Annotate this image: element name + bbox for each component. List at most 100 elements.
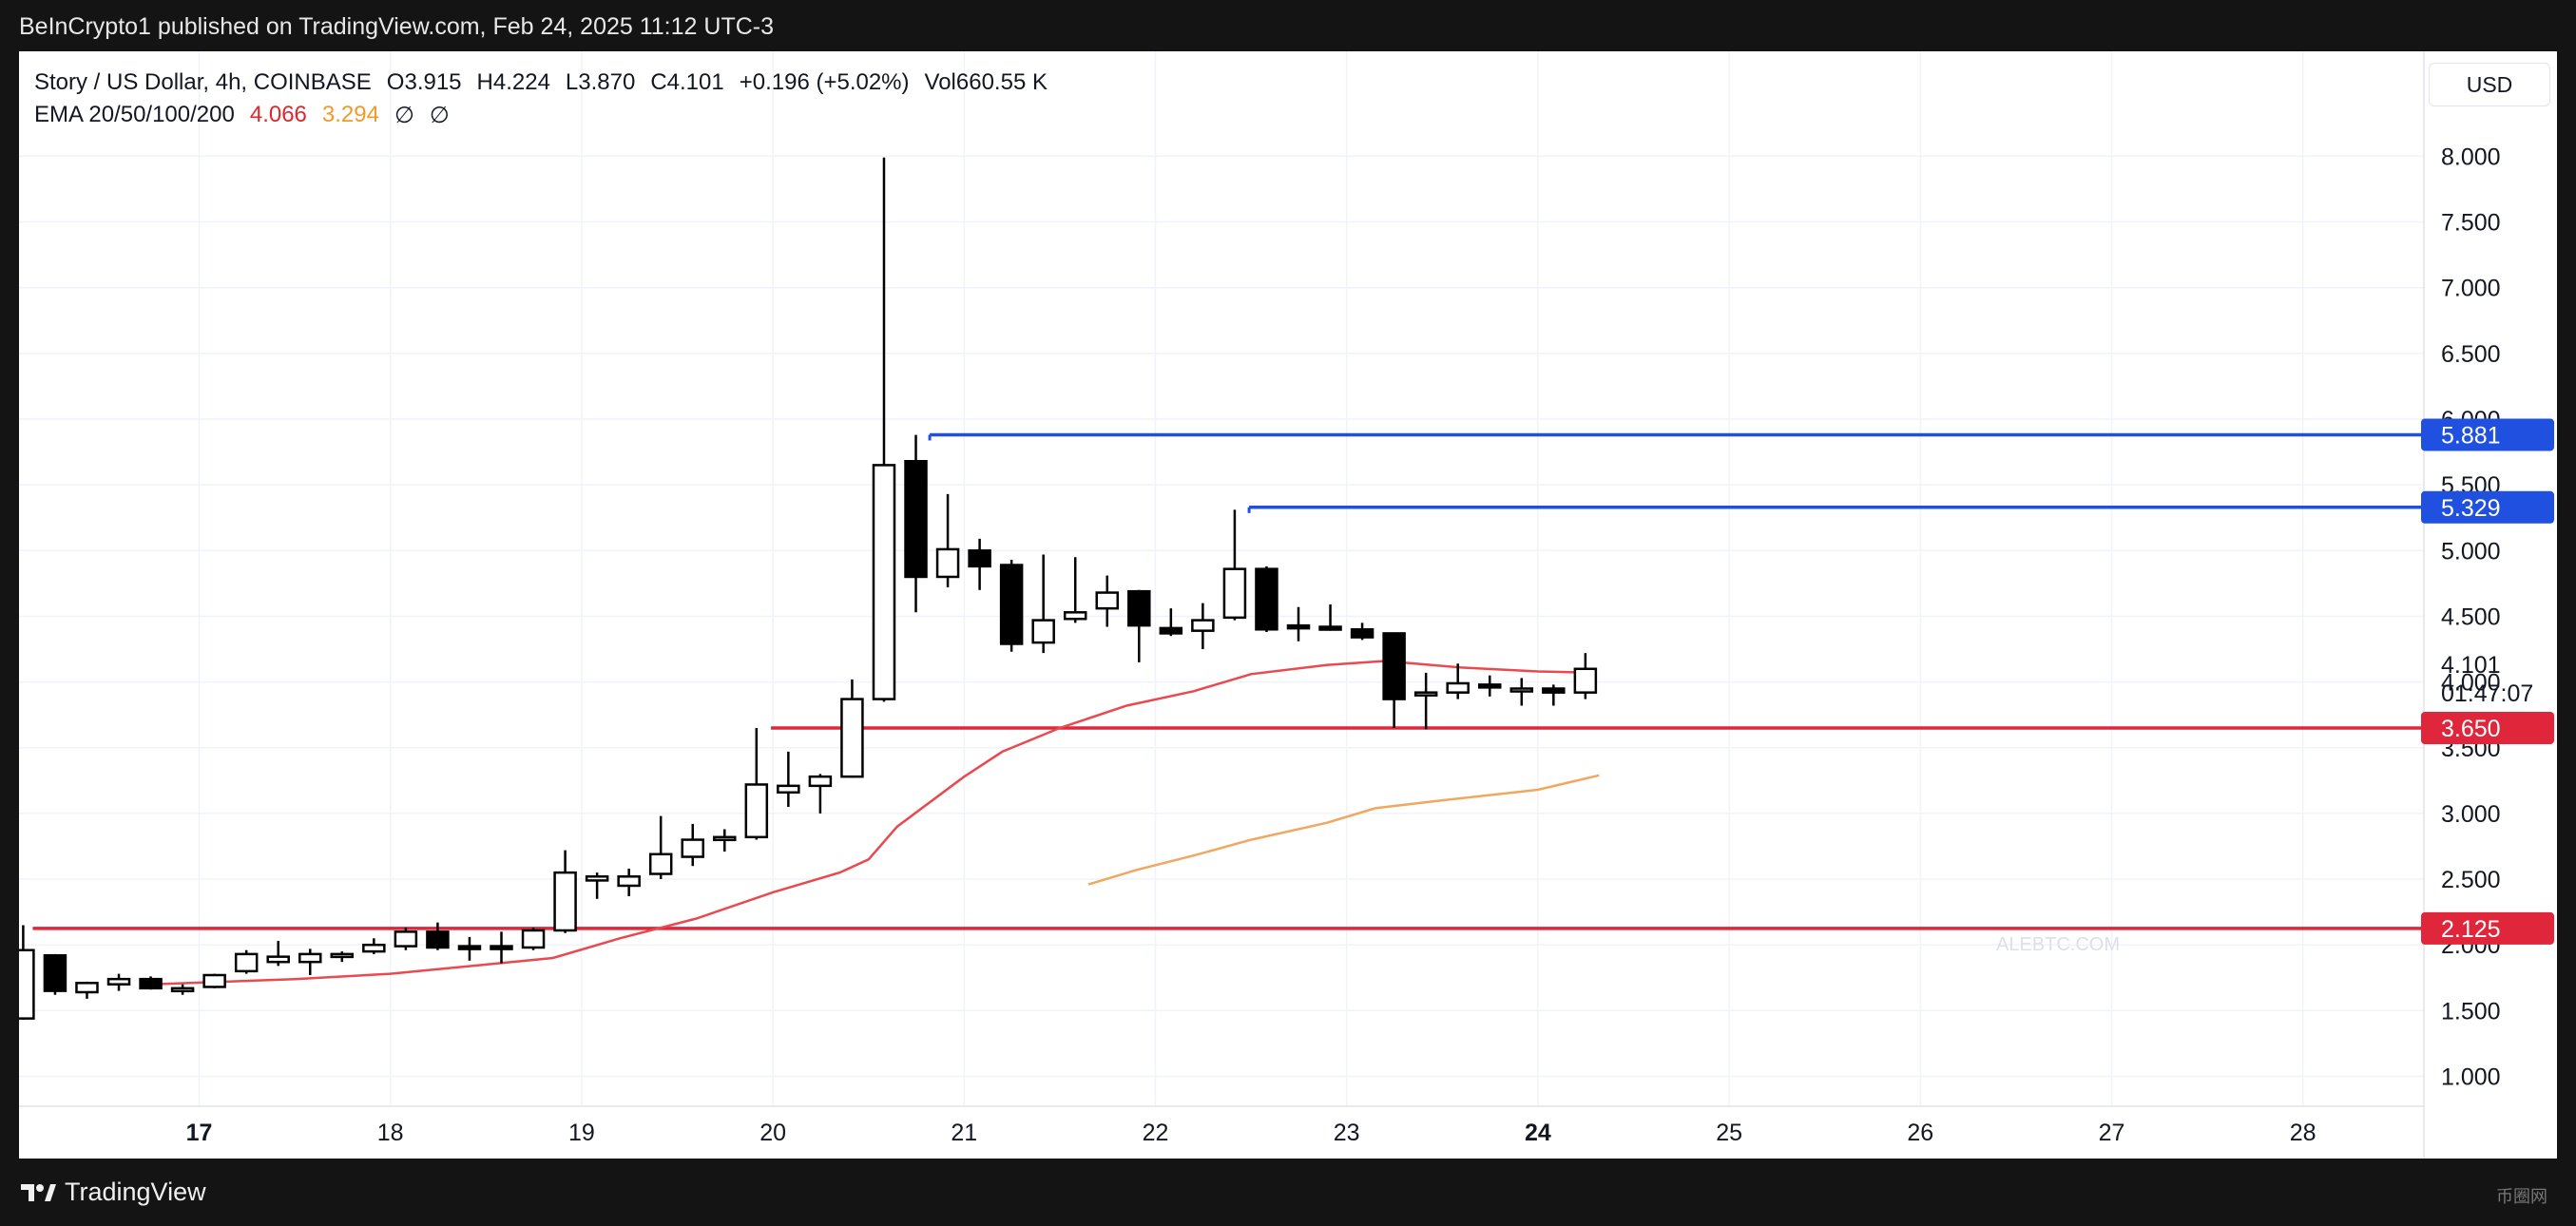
x-tick-label: 18	[377, 1120, 404, 1146]
candle[interactable]	[1191, 603, 1215, 650]
candle[interactable]	[999, 559, 1024, 652]
candle[interactable]	[139, 976, 163, 990]
candle-body	[904, 460, 928, 579]
candle-body	[1573, 667, 1598, 694]
candle[interactable]	[170, 984, 195, 995]
resistance-price-tag[interactable]: 5.329	[2421, 490, 2554, 524]
candle[interactable]	[1222, 509, 1247, 621]
support-price-tag[interactable]: 2.125	[2421, 911, 2554, 945]
candle-body	[1031, 619, 1055, 644]
candle-body	[106, 977, 131, 986]
candle[interactable]	[1446, 663, 1470, 699]
candle[interactable]	[1573, 653, 1598, 699]
candle[interactable]	[1318, 604, 1342, 631]
candle[interactable]	[330, 951, 355, 963]
candle-body	[75, 982, 99, 994]
candle-body	[1318, 625, 1342, 631]
ema-label[interactable]: EMA 20/50/100/200	[34, 102, 235, 127]
x-tick-label: 22	[1143, 1120, 1169, 1146]
candle[interactable]	[426, 922, 450, 950]
candle[interactable]	[1286, 606, 1311, 642]
candle[interactable]	[935, 493, 960, 588]
candle[interactable]	[1509, 678, 1534, 706]
candle[interactable]	[362, 938, 386, 954]
candle[interactable]	[298, 948, 322, 976]
candle[interactable]	[713, 829, 737, 852]
x-tick-label: 19	[568, 1120, 595, 1146]
candle[interactable]	[1095, 575, 1120, 627]
candle[interactable]	[808, 774, 833, 814]
candle-body	[1095, 591, 1120, 610]
y-tick-label: 1.500	[2441, 998, 2501, 1025]
y-tick-label: 4.500	[2441, 603, 2501, 630]
candle-body	[840, 698, 864, 778]
candle-body	[202, 973, 226, 988]
candle[interactable]	[43, 953, 67, 995]
volume: Vol660.55 K	[924, 69, 1048, 95]
candle[interactable]	[585, 872, 609, 899]
y-tick-label: 1.000	[2441, 1064, 2501, 1091]
candle[interactable]	[904, 434, 928, 613]
x-tick-label: 25	[1716, 1120, 1742, 1146]
ohlc-open: O3.915	[386, 69, 462, 95]
candle[interactable]	[457, 936, 482, 961]
candle[interactable]	[1350, 623, 1375, 641]
candle[interactable]	[744, 728, 769, 840]
candle[interactable]	[1063, 557, 1087, 623]
candle-body	[394, 930, 418, 948]
candle[interactable]	[1382, 632, 1406, 729]
candle[interactable]	[11, 925, 35, 1021]
chart-area[interactable]: 1.000 1.500 2.000 2.500 3.000 3.500 4.000 4.500…	[11, 51, 2557, 1159]
candle[interactable]	[202, 973, 226, 988]
candle[interactable]	[681, 823, 704, 867]
candle-body	[298, 952, 322, 964]
ema50-line	[1087, 774, 1600, 886]
candle-body	[11, 948, 35, 1020]
candle[interactable]	[234, 949, 259, 974]
candle-body	[777, 784, 800, 795]
candle[interactable]	[1255, 565, 1278, 633]
candle[interactable]	[266, 941, 290, 967]
candle-body	[999, 564, 1024, 645]
candle[interactable]	[1031, 554, 1055, 654]
candle[interactable]	[968, 538, 991, 590]
currency-button[interactable]: USD	[2429, 63, 2550, 106]
candle[interactable]	[617, 868, 641, 897]
candle-body	[1382, 632, 1406, 700]
candle-body	[1286, 623, 1311, 630]
candle[interactable]	[106, 973, 131, 991]
candle-body	[648, 852, 673, 875]
candle[interactable]	[1477, 675, 1502, 697]
candle-body	[139, 977, 163, 990]
candle[interactable]	[1159, 608, 1183, 637]
candle[interactable]	[394, 928, 418, 950]
candle[interactable]	[1127, 589, 1151, 662]
x-tick-label: 24	[1525, 1120, 1551, 1146]
candle-body	[1127, 589, 1151, 627]
chart-canvas[interactable]: 1.0001.5002.0002.5003.0003.5004.0004.500…	[11, 51, 2557, 1159]
resistance-price-tag[interactable]: 5.881	[2421, 418, 2554, 451]
tradingview-logo[interactable]: TradingView	[19, 1178, 206, 1207]
candle[interactable]	[75, 981, 99, 999]
candle[interactable]	[553, 850, 577, 933]
last-price-label: 4.101	[2441, 652, 2501, 679]
candle[interactable]	[490, 931, 513, 964]
candle[interactable]	[872, 157, 896, 702]
support-price-tag[interactable]: 3.650	[2421, 712, 2554, 745]
candle[interactable]	[840, 679, 864, 778]
candle[interactable]	[1413, 672, 1438, 730]
ohlc-close: C4.101	[650, 69, 724, 95]
candle[interactable]	[1542, 684, 1566, 706]
candle[interactable]	[648, 815, 673, 880]
price-tag-bg	[2421, 490, 2554, 524]
candle-body	[457, 945, 482, 950]
candle-body	[1350, 628, 1375, 639]
candle[interactable]	[521, 928, 546, 950]
candle-body	[1191, 619, 1215, 632]
candle-body	[1159, 626, 1183, 635]
ohlc-low: L3.870	[565, 69, 636, 95]
symbol-title[interactable]: Story / US Dollar, 4h, COINBASE	[34, 69, 372, 95]
x-tick-label: 17	[186, 1120, 213, 1146]
candle[interactable]	[777, 751, 800, 807]
candle-body	[808, 775, 833, 788]
